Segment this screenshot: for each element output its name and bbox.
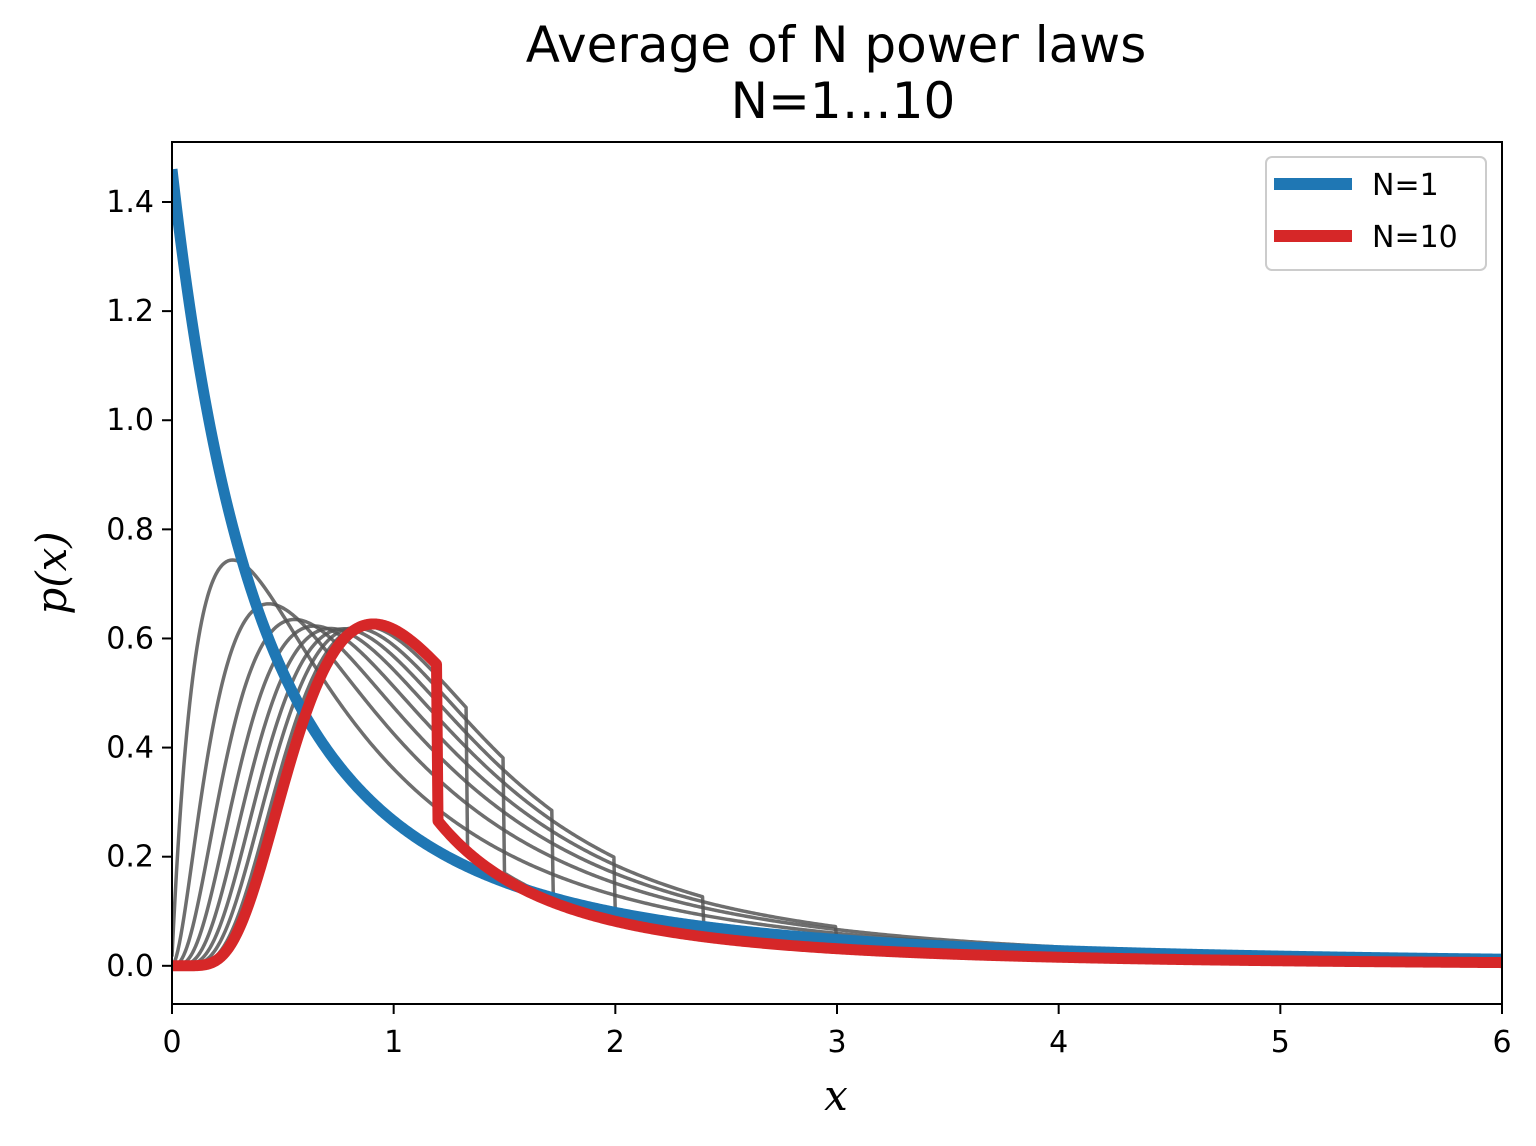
y-tick-label: 0.2	[106, 840, 154, 875]
y-axis: 0.0 0.2 0.4 0.6 0.8 1.0 1.2 1.4	[106, 185, 172, 984]
chart-subtitle: N=1…10	[731, 72, 956, 130]
plot-frame	[171, 141, 1503, 1005]
chart-title: Average of N power laws	[526, 16, 1147, 74]
legend: N=1 N=10	[1265, 156, 1487, 271]
x-tick-label: 1	[384, 1025, 403, 1060]
y-tick-label: 0.0	[106, 949, 154, 984]
x-tick-label: 5	[1271, 1025, 1290, 1060]
y-tick-label: 0.6	[106, 621, 154, 656]
x-axis: 0 1 2 3 4 5 6	[162, 1004, 1512, 1060]
x-tick-label: 3	[827, 1025, 846, 1060]
series-layer	[172, 168, 1502, 972]
x-tick-label: 2	[606, 1025, 625, 1060]
x-tick-label: 0	[162, 1025, 181, 1060]
legend-label-n10: N=10	[1372, 220, 1458, 255]
y-axis-label: p(x)	[27, 531, 76, 614]
series-line-n3	[172, 602, 1502, 967]
y-tick-label: 1.0	[106, 403, 154, 438]
x-tick-label: 6	[1492, 1025, 1511, 1060]
series-line-n1	[172, 168, 1502, 965]
y-tick-label: 0.8	[106, 512, 154, 547]
x-axis-label: x	[824, 1071, 848, 1120]
y-tick-label: 1.4	[106, 185, 154, 220]
y-tick-label: 0.4	[106, 731, 154, 766]
series-line-n10	[172, 618, 1502, 972]
series-line-n4	[172, 617, 1502, 968]
legend-label-n1: N=1	[1372, 168, 1439, 203]
y-tick-label: 1.2	[106, 294, 154, 329]
x-tick-label: 4	[1049, 1025, 1068, 1060]
